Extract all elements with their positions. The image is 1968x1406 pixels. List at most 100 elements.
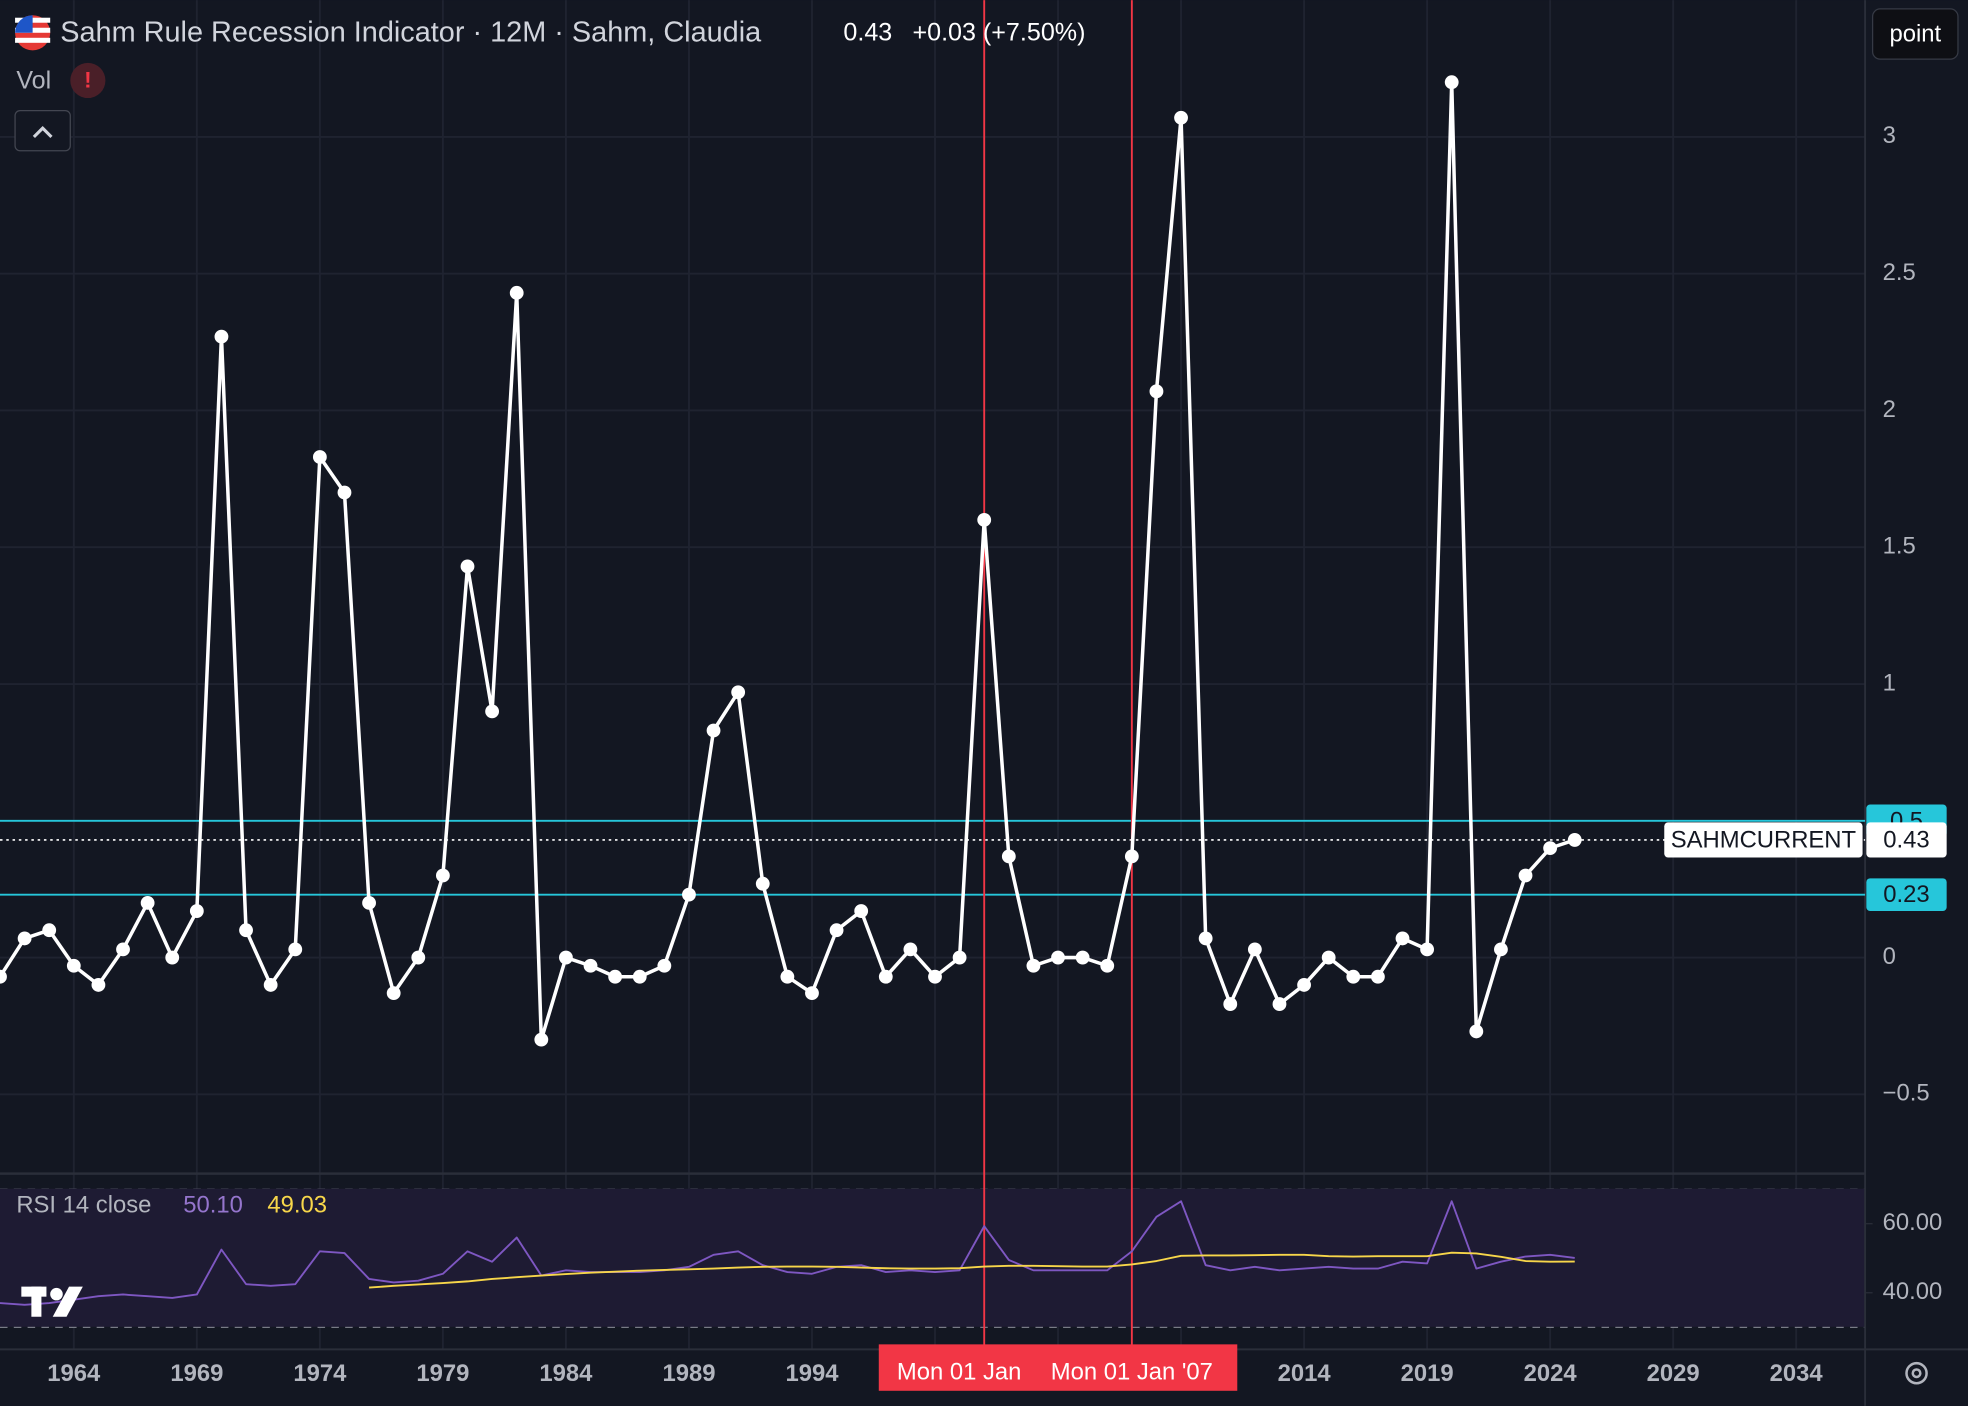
data-point: [411, 950, 426, 965]
data-point: [66, 958, 81, 973]
data-point: [1075, 950, 1090, 965]
rsi-value: 50.10: [183, 1192, 243, 1219]
data-point: [977, 512, 992, 527]
last-value: 0.43: [843, 19, 892, 47]
data-point: [755, 876, 770, 891]
data-point: [116, 942, 130, 957]
x-tick-label: 2029: [1647, 1360, 1700, 1387]
data-point: [1051, 950, 1065, 965]
warning-icon[interactable]: [70, 62, 106, 99]
data-point: [878, 969, 893, 984]
data-point: [1026, 958, 1041, 973]
data-point: [1001, 849, 1016, 864]
data-point: [805, 986, 819, 1001]
data-point: [1174, 110, 1188, 125]
data-point: [559, 950, 573, 965]
volume-label: Vol: [16, 66, 51, 94]
data-point: [91, 978, 106, 992]
data-point: [1247, 942, 1262, 957]
warning-mark: !: [84, 68, 92, 93]
x-tick-label: 1969: [170, 1360, 223, 1387]
settings-icon[interactable]: [1905, 1361, 1928, 1385]
data-point: [1321, 950, 1336, 965]
data-point: [435, 868, 450, 883]
data-point: [1297, 978, 1311, 992]
data-point: [1223, 997, 1238, 1011]
x-tick-label: 2034: [1770, 1360, 1824, 1387]
scale-button-label[interactable]: point: [1889, 21, 1941, 48]
data-point: [42, 923, 57, 938]
data-point: [1494, 942, 1508, 957]
flag-icon: [15, 15, 51, 51]
data-point: [1420, 942, 1435, 957]
data-point: [780, 969, 795, 984]
plot: [0, 0, 1866, 1350]
crosshair-label: Mon 01 Jan: [897, 1359, 1022, 1386]
data-point: [1370, 969, 1385, 984]
data-point: [337, 485, 352, 500]
data-point: [608, 969, 623, 984]
data-point: [288, 942, 303, 957]
data-point: [632, 969, 647, 984]
scale-button[interactable]: [1871, 8, 1959, 60]
y-tick-label: −0.5: [1883, 1080, 1930, 1107]
data-point: [1346, 969, 1361, 984]
rsi-tick-label: 40.00: [1883, 1278, 1943, 1305]
crosshair-label: Mon 01 Jan '07: [1051, 1359, 1213, 1386]
series-name-label: SAHMCURRENT: [1671, 826, 1857, 853]
rsi-band: [0, 1188, 1866, 1327]
data-point: [312, 450, 327, 464]
series-line: [369, 1251, 1575, 1289]
x-tick-label: 1989: [662, 1360, 715, 1387]
y-tick-label: 1: [1883, 669, 1896, 696]
data-point: [0, 969, 7, 984]
data-point: [1124, 849, 1139, 864]
y-tick-label: 3: [1883, 122, 1896, 149]
data-point: [214, 329, 229, 344]
data-point: [1272, 997, 1287, 1011]
grid: [0, 0, 1873, 1350]
data-point: [165, 950, 180, 965]
data-point: [509, 285, 524, 300]
x-tick-label: 1979: [416, 1360, 469, 1387]
data-point: [460, 559, 475, 574]
x-tick-label: 2024: [1524, 1360, 1578, 1387]
data-point: [1149, 384, 1164, 399]
data-point: [1567, 833, 1582, 847]
change: +0.03 (+7.50%): [912, 19, 1085, 47]
data-point: [731, 685, 746, 700]
y-tick-label: 2.5: [1883, 259, 1916, 286]
data-point: [1543, 841, 1558, 856]
rsi-tick-label: 60.00: [1883, 1209, 1943, 1236]
data-point: [534, 1032, 549, 1047]
y-tick-label: 2: [1883, 396, 1896, 423]
logo: [21, 1286, 83, 1317]
data-point: [239, 923, 253, 938]
chart-title: Sahm Rule Recession Indicator · 12M · Sa…: [60, 17, 762, 49]
collapse-button[interactable]: [14, 109, 71, 152]
data-point: [1395, 931, 1410, 946]
data-point: [17, 931, 32, 946]
data-point: [362, 895, 376, 910]
last-value-label: 0.43: [1883, 826, 1929, 853]
data-point: [903, 942, 918, 957]
data-point: [485, 704, 500, 719]
data-point: [706, 723, 721, 738]
rsi-title: RSI 14 close: [16, 1192, 151, 1219]
y-tick-label: 0: [1883, 943, 1896, 970]
collapse-icon: [32, 125, 53, 139]
rsi-ma-value: 49.03: [267, 1192, 327, 1219]
data-point: [386, 986, 401, 1001]
data-point: [1198, 931, 1213, 946]
x-tick-label: 1984: [539, 1360, 593, 1387]
data-point: [1469, 1024, 1484, 1039]
data-point: [952, 950, 967, 965]
data-point: [657, 958, 672, 973]
price-label-box: [1866, 878, 1947, 911]
data-point: [189, 904, 204, 918]
data-point: [1518, 868, 1533, 883]
crosshair-label-box: [878, 1344, 1238, 1391]
data-point: [140, 895, 155, 910]
